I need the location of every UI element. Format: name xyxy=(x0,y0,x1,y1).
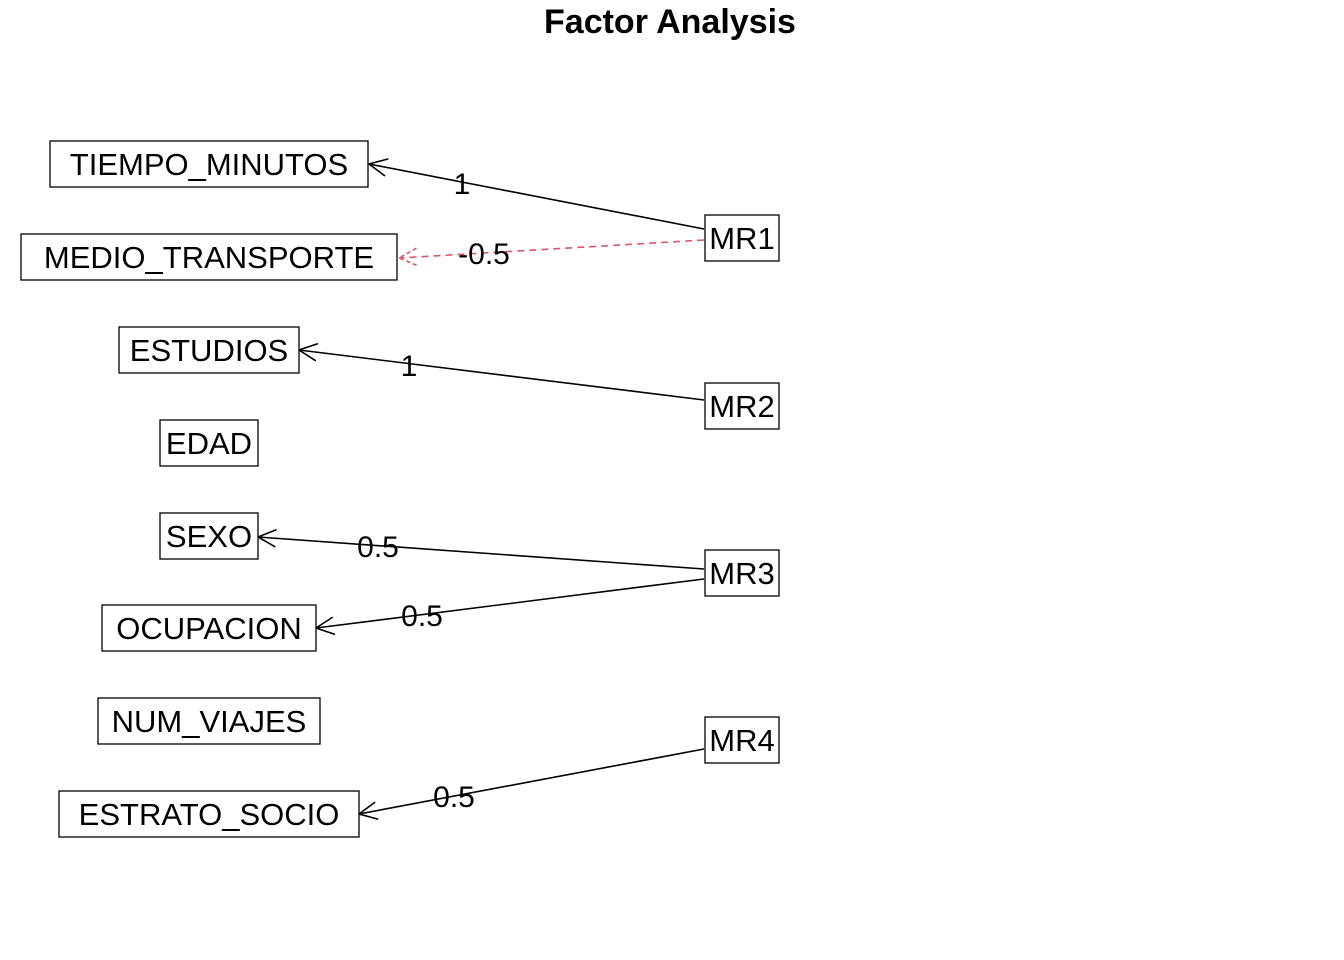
factor-box xyxy=(704,716,780,764)
variable-box xyxy=(58,790,360,838)
variable-node-medio-transporte: MEDIO_TRANSPORTE xyxy=(20,233,398,281)
loading-edge-mr3-sexo xyxy=(257,536,705,570)
variable-box xyxy=(101,604,317,652)
factor-label: MR2 xyxy=(709,389,774,424)
variable-box xyxy=(159,419,259,467)
loading-edge-mr2-estudios xyxy=(298,349,705,401)
loading-edge-mr3-ocupacion xyxy=(315,578,705,629)
loading-label-mr3-sexo: 0.5 xyxy=(357,531,399,564)
variable-box xyxy=(49,140,369,188)
diagram-title: Factor Analysis xyxy=(544,3,796,41)
arrowhead-tiempo-minutos xyxy=(367,158,389,177)
loading-label-mr3-ocupacion: 0.5 xyxy=(401,600,443,633)
loading-label-mr4-estrato-socio: 0.5 xyxy=(433,781,475,814)
variable-label: ESTRATO_SOCIO xyxy=(79,797,340,832)
factor-box xyxy=(704,214,780,262)
factor-node-mr2: MR2 xyxy=(704,382,780,430)
variable-node-tiempo-minutos: TIEMPO_MINUTOS xyxy=(49,140,369,188)
variable-node-ocupacion: OCUPACION xyxy=(101,604,317,652)
factor-node-mr3: MR3 xyxy=(704,549,780,597)
variable-label: OCUPACION xyxy=(116,611,301,646)
loading-label-mr2-estudios: 1 xyxy=(401,350,418,383)
variable-box xyxy=(97,697,321,745)
loading-label-mr1-medio-transporte: -0.5 xyxy=(458,238,510,271)
factor-label: MR1 xyxy=(709,221,774,256)
variable-box xyxy=(20,233,398,281)
variable-node-estrato-socio: ESTRATO_SOCIO xyxy=(58,790,360,838)
variable-node-num-viajes: NUM_VIAJES xyxy=(97,697,321,745)
factor-box xyxy=(704,382,780,430)
variable-label: MEDIO_TRANSPORTE xyxy=(44,240,374,275)
loading-edge-mr1-medio-transporte xyxy=(398,239,705,259)
variable-label: NUM_VIAJES xyxy=(112,704,307,739)
factor-node-mr1: MR1 xyxy=(704,214,780,262)
variable-box xyxy=(118,326,300,374)
factor-node-mr4: MR4 xyxy=(704,716,780,764)
variable-box xyxy=(159,512,259,560)
variable-node-estudios: ESTUDIOS xyxy=(118,326,300,374)
loading-label-mr1-tiempo-minutos: 1 xyxy=(454,168,471,201)
variable-label: EDAD xyxy=(166,426,252,461)
variable-label: SEXO xyxy=(166,519,252,554)
loading-edge-mr4-estrato-socio xyxy=(358,748,705,815)
variable-node-sexo: SEXO xyxy=(159,512,259,560)
variable-label: ESTUDIOS xyxy=(130,333,288,368)
factor-box xyxy=(704,549,780,597)
factor-label: MR3 xyxy=(709,556,774,591)
diagram-nodes: TIEMPO_MINUTOS MEDIO_TRANSPORTE ESTUDIOS ED… xyxy=(20,140,780,838)
factor-label: MR4 xyxy=(709,723,774,758)
variable-node-edad: EDAD xyxy=(159,419,259,467)
loading-edge-mr1-tiempo-minutos xyxy=(368,163,705,230)
variable-label: TIEMPO_MINUTOS xyxy=(70,147,348,182)
